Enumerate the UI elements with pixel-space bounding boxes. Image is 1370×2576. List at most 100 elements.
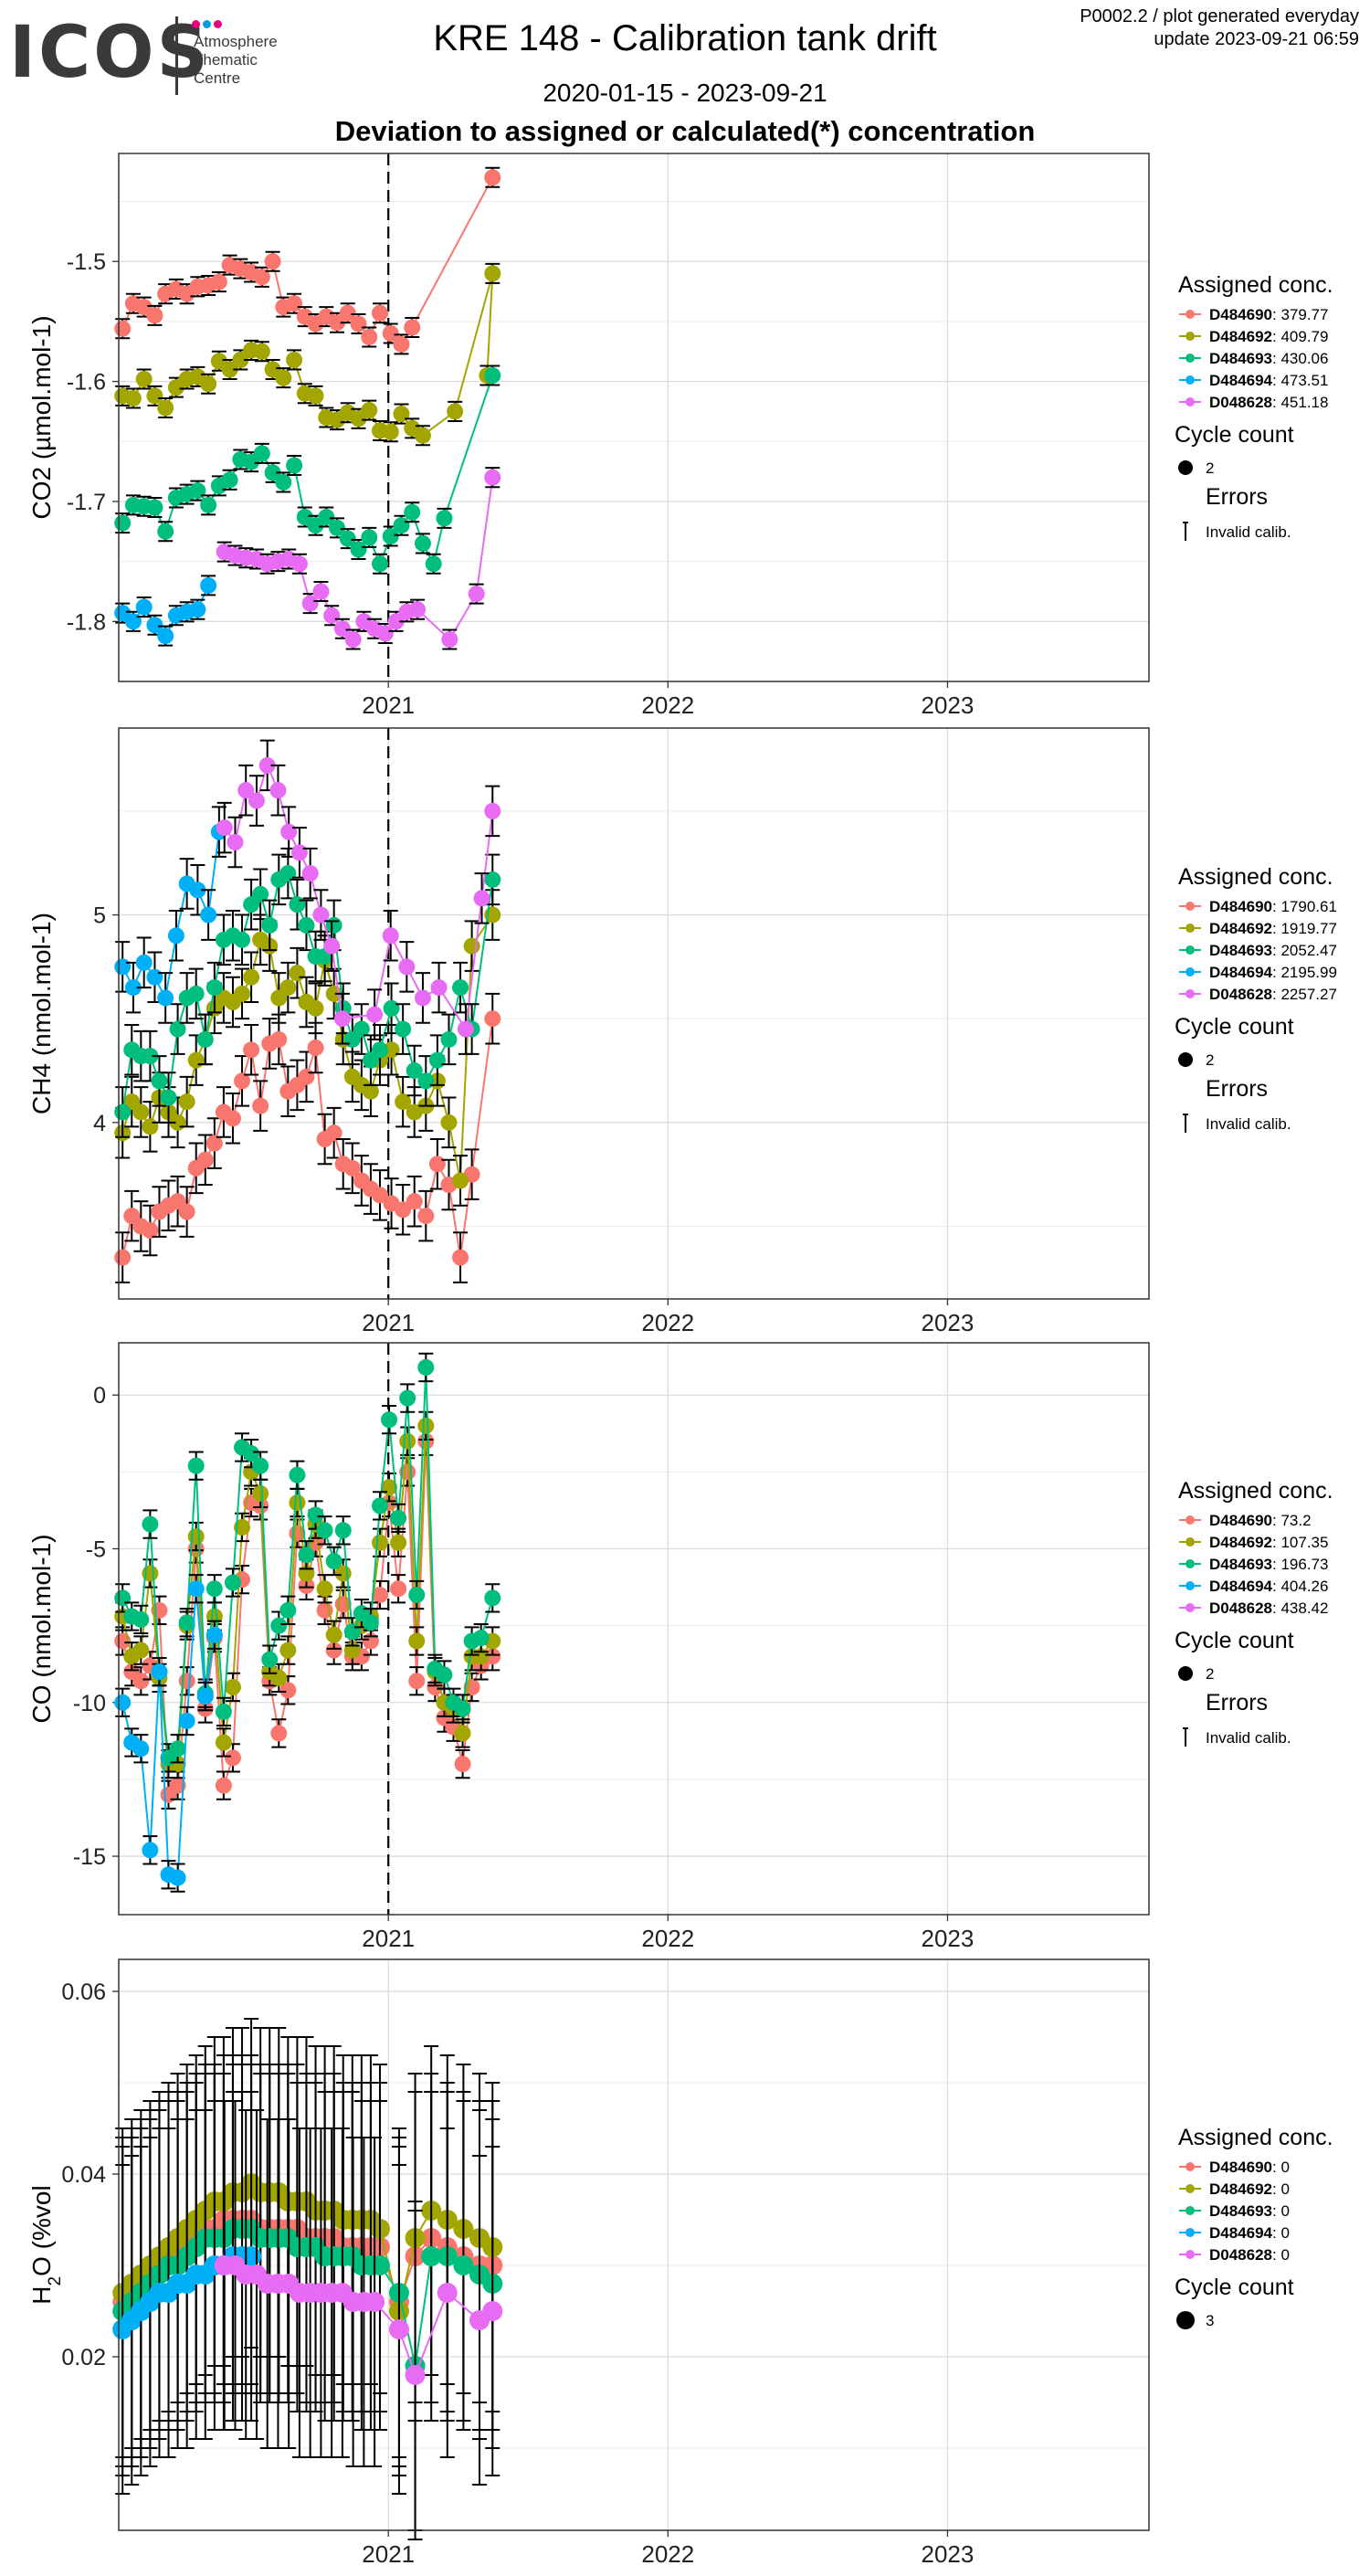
data-point-D484694 [189,601,206,618]
logo-dot [192,20,200,28]
legend-error-label: Invalid calib. [1206,1729,1291,1747]
data-point-D484692 [440,1114,458,1131]
data-point-D048628 [227,834,244,850]
plot-frame [118,727,1150,1300]
data-point-D484692 [307,387,324,405]
logo-text: ICOS [9,12,211,94]
data-point-D484690 [264,253,281,270]
data-point-D484694 [189,882,206,899]
legend-key-point [1186,1537,1195,1547]
data-point-D484692 [234,1518,251,1536]
y-tick-label: -1.6 [67,370,106,396]
data-point-D048628 [258,756,276,774]
legend-title-errors: Errors [1206,484,1268,510]
series-line-D484694 [121,831,220,1001]
data-point-D484690 [395,1201,412,1219]
generation-note: P0002.2 / plot generated everyday update… [1080,5,1359,51]
y-tick-label: 5 [93,903,106,929]
data-point-D048628 [248,792,265,809]
data-point-D484690 [484,169,501,186]
legend-key-point [1186,924,1195,933]
data-point-D484690 [114,320,132,337]
data-point-D484693 [275,473,292,491]
data-point-D484690 [390,1580,407,1598]
data-point-D484692 [157,399,174,417]
legend-key-point [1186,945,1195,955]
data-point-D484693 [200,496,217,513]
x-tick-label: 2022 [641,1309,694,1336]
data-point-D048628 [457,1020,474,1038]
data-point-D048628 [333,1010,351,1028]
data-point-D484690 [417,1208,435,1225]
legend-title-assigned: Assigned conc. [1178,2125,1333,2150]
data-point-D484693 [169,1740,186,1758]
data-point-D484692 [178,1093,195,1111]
chart-panel-4: 0.06 0.04 0.02 2021 2022 2023 H2O (%vol Assigne… [27,1958,1333,2568]
data-point-D484690 [371,1187,388,1204]
data-point-D484693 [298,1547,315,1564]
data-point-D048628 [382,927,399,945]
data-point-D484693 [160,1089,177,1106]
legend-key-point [1186,902,1195,911]
data-point-D484692 [270,1669,288,1686]
data-point-D484692 [286,351,303,368]
data-point-D484692 [362,1082,379,1100]
data-point-D484693 [408,1586,426,1603]
data-point-D484690 [307,1040,324,1056]
legend-entry-D048628: D048628: 2257.27 [1209,986,1337,1003]
data-point-D048628 [344,631,362,649]
data-point-D484693 [307,1506,324,1524]
data-point-D484694 [157,628,174,645]
data-point-D484692 [417,1417,435,1434]
data-point-D484693 [189,482,206,500]
data-point-D484692 [361,402,378,419]
data-point-D484694 [114,1694,132,1711]
data-point-D484690 [406,1193,423,1210]
data-point-D484693 [151,1072,168,1090]
data-point-D484690 [114,1249,132,1266]
data-point-D484692 [132,1103,150,1121]
data-point-D484690 [253,269,270,286]
data-point-D484693 [436,510,453,527]
data-point-D484690 [252,1097,269,1114]
data-point-D048628 [482,2301,503,2321]
plot-subtitle: Deviation to assigned or calculated(*) c… [334,115,1036,147]
data-point-D484693 [132,1610,150,1628]
data-point-D048628 [376,625,394,642]
y-axis-label: CO (nmol.mol-1) [27,1535,56,1724]
x-tick-label: 2023 [922,1925,975,1952]
data-point-D484694 [167,927,184,945]
data-point-D484690 [234,1072,251,1090]
data-point-D484690 [215,1777,232,1794]
data-point-D484690 [343,1159,361,1177]
data-point-D484690 [142,1222,159,1239]
data-point-D484694 [200,906,217,924]
data-point-D484693 [253,445,270,462]
legend-key-point [1186,1515,1195,1525]
legend-entry-D484694: D484694: 473.51 [1209,372,1328,389]
data-point-D048628 [366,1006,384,1023]
data-point-D484690 [329,314,346,332]
data-point-D484693 [343,1623,361,1641]
data-point-D484693 [393,517,410,534]
legend-entry-D484693: D484693: 0 [1209,2202,1290,2220]
logo-dot [214,20,222,28]
data-point-D484690 [325,1124,342,1142]
data-point-D484690 [196,1151,214,1168]
data-point-D048628 [312,583,330,600]
data-point-D484693 [206,979,223,997]
data-point-D484690 [243,1041,260,1059]
legend-error-label: Invalid calib. [1206,523,1291,541]
y-axis-label: CO2 (µmol.mol-1) [27,315,56,519]
legend-key-point [1186,1581,1195,1590]
y-tick-label: -1.8 [67,609,106,635]
data-point-D484693 [206,1580,223,1598]
data-point-D484693 [142,1048,159,1065]
legend-entry-D484694: D484694: 404.26 [1209,1578,1328,1595]
data-point-D484693 [417,1072,435,1090]
data-point-D484693 [353,1020,370,1038]
data-point-D484693 [169,1020,186,1038]
data-point-D484693 [114,1103,132,1121]
data-point-D484690 [224,1749,241,1767]
